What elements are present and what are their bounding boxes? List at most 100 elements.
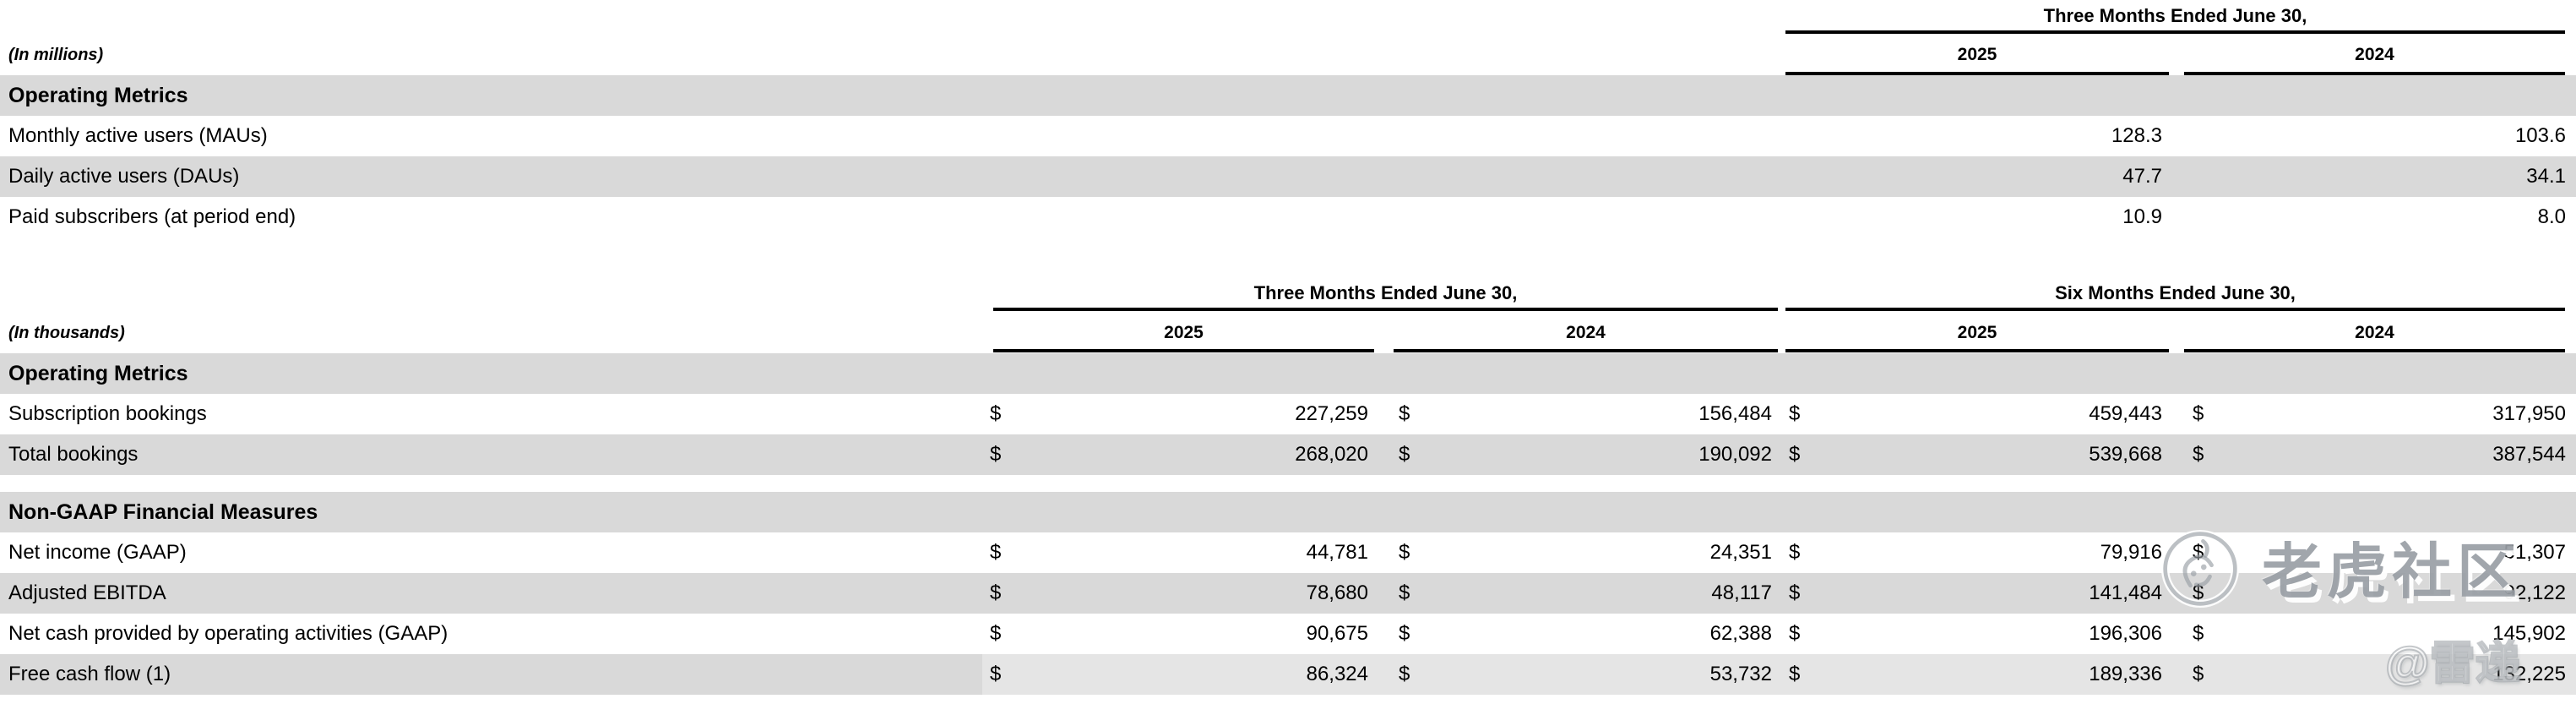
t1-period-header: Three Months Ended June 30, [2043, 5, 2307, 26]
cell-value: 47.7 [2122, 165, 2162, 188]
cell-value: 86,324 [1306, 663, 1368, 685]
currency-symbol: $ [990, 663, 1002, 685]
cell-value: 78,680 [1306, 581, 1368, 604]
cell-value: 92,122 [2503, 581, 2566, 604]
currency-symbol: $ [1399, 622, 1410, 645]
currency-symbol: $ [1399, 541, 1410, 564]
table-row: Monthly active users (MAUs) 128.3 103.6 [0, 116, 2576, 156]
t1-year-2024: 2024 [2355, 45, 2394, 64]
currency-symbol: $ [1399, 663, 1410, 685]
currency-symbol: $ [1789, 663, 1801, 685]
t2-period-underline-3mo [993, 308, 1778, 311]
currency-symbol: $ [1399, 443, 1410, 466]
row-label: Daily active users (DAUs) [8, 165, 240, 188]
table-row: Adjusted EBITDA $ 78,680 $ 48,117 $ 141,… [0, 573, 2576, 614]
cell-value: 539,668 [2089, 443, 2162, 466]
table-row: Net income (GAAP) $ 44,781 $ 24,351 $ 79… [0, 532, 2576, 573]
currency-symbol: $ [1789, 541, 1801, 564]
row-label: Net income (GAAP) [8, 541, 187, 564]
t2-period-header-3mo: Three Months Ended June 30, [1253, 282, 1518, 303]
currency-symbol: $ [1399, 581, 1410, 604]
table-row: Total bookings $ 268,020 $ 190,092 $ 539… [0, 434, 2576, 475]
currency-symbol: $ [2193, 402, 2204, 425]
cell-value: 24,351 [1709, 541, 1772, 564]
row-label: Net cash provided by operating activitie… [8, 622, 448, 645]
t1-year-2025: 2025 [1957, 45, 1997, 64]
currency-symbol: $ [1789, 402, 1801, 425]
cell-value: 387,544 [2492, 443, 2566, 466]
cell-value: 128.3 [2111, 124, 2162, 147]
currency-symbol: $ [1399, 402, 1410, 425]
cell-value: 53,732 [1709, 663, 1772, 685]
currency-symbol: $ [1789, 581, 1801, 604]
t2-year-6mo-2024: 2024 [2355, 323, 2394, 342]
cell-value: 190,092 [1698, 443, 1772, 466]
t1-year-2025-underline [1785, 72, 2169, 75]
t2-year-6mo-2025: 2025 [1957, 323, 1997, 342]
table-row: Daily active users (DAUs) 47.7 34.1 [0, 156, 2576, 197]
currency-symbol: $ [2193, 663, 2204, 685]
cell-value: 48,117 [1711, 581, 1772, 604]
cell-value: 317,950 [2492, 402, 2566, 425]
cell-value: 34.1 [2526, 165, 2566, 188]
row-label: Subscription bookings [8, 402, 207, 425]
cell-value: 156,484 [1698, 402, 1772, 425]
currency-symbol: $ [2193, 622, 2204, 645]
t2-year-underline [2184, 349, 2565, 352]
t2-section-title: Non-GAAP Financial Measures [8, 500, 318, 524]
currency-symbol: $ [2193, 443, 2204, 466]
table-row: Free cash flow (1) $ 86,324 $ 53,732 $ 1… [0, 654, 2576, 695]
table-row: Subscription bookings $ 227,259 $ 156,48… [0, 394, 2576, 434]
t2-year-underline [1394, 349, 1778, 352]
table-row: Net cash provided by operating activitie… [0, 614, 2576, 654]
currency-symbol: $ [990, 581, 1002, 604]
t2-year-underline [1785, 349, 2169, 352]
cell-value: 268,020 [1295, 443, 1368, 466]
currency-symbol: $ [2193, 541, 2204, 564]
row-label: Total bookings [8, 443, 139, 466]
row-label: Paid subscribers (at period end) [8, 205, 296, 228]
cell-value: 79,916 [2100, 541, 2162, 564]
currency-symbol: $ [1789, 443, 1801, 466]
cell-value: 8.0 [2537, 205, 2566, 228]
currency-symbol: $ [1789, 622, 1801, 645]
watermark-light-band [982, 654, 2576, 695]
cell-value: 132,225 [2492, 663, 2566, 685]
t2-section-row: Non-GAAP Financial Measures [0, 492, 2576, 532]
t2-year-3mo-2025: 2025 [1164, 323, 1204, 342]
t2-section-row: Operating Metrics [0, 353, 2576, 394]
cell-value: 103.6 [2514, 124, 2566, 147]
cell-value: 90,675 [1306, 622, 1368, 645]
t2-period-underline-6mo [1785, 308, 2565, 311]
currency-symbol: $ [990, 402, 1002, 425]
t2-year-underline [993, 349, 1374, 352]
cell-value: 189,336 [2089, 663, 2162, 685]
t1-units-label: (In millions) [8, 46, 104, 64]
row-label: Monthly active users (MAUs) [8, 124, 268, 147]
t2-section-title: Operating Metrics [8, 362, 188, 385]
t1-year-2024-underline [2184, 72, 2565, 75]
currency-symbol: $ [990, 541, 1002, 564]
currency-symbol: $ [990, 622, 1002, 645]
cell-value: 62,388 [1709, 622, 1772, 645]
cell-value: 141,484 [2089, 581, 2162, 604]
cell-value: 227,259 [1295, 402, 1368, 425]
currency-symbol: $ [2193, 581, 2204, 604]
t2-units-label: (In thousands) [8, 324, 125, 342]
t2-period-header-6mo: Six Months Ended June 30, [2055, 282, 2296, 303]
currency-symbol: $ [990, 443, 1002, 466]
cell-value: 145,902 [2492, 622, 2566, 645]
t1-section-row: Operating Metrics [0, 75, 2576, 116]
cell-value: 459,443 [2089, 402, 2162, 425]
row-label: Free cash flow (1) [8, 663, 171, 685]
cell-value: 10.9 [2122, 205, 2162, 228]
cell-value: 51,307 [2503, 541, 2566, 564]
t1-section-title: Operating Metrics [8, 84, 188, 107]
table-row: Paid subscribers (at period end) 10.9 8.… [0, 197, 2576, 237]
cell-value: 44,781 [1306, 541, 1368, 564]
row-label: Adjusted EBITDA [8, 581, 166, 604]
t1-period-underline [1785, 30, 2565, 34]
cell-value: 196,306 [2089, 622, 2162, 645]
t2-year-3mo-2024: 2024 [1566, 323, 1606, 342]
